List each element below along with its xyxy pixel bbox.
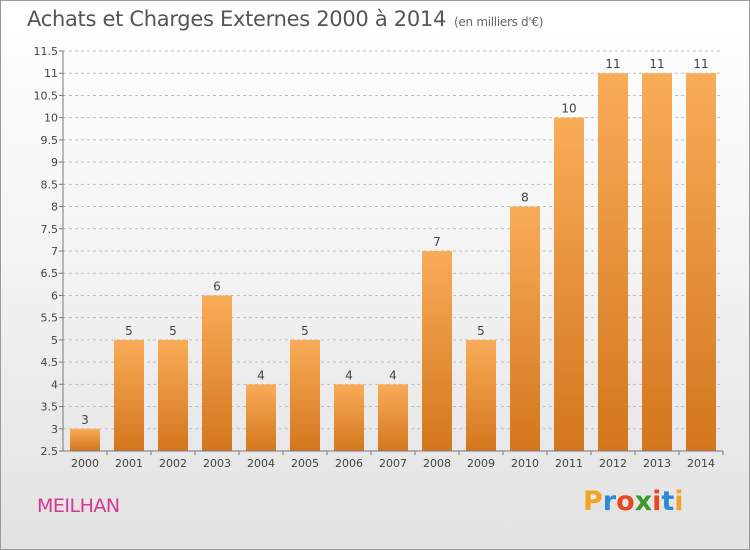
proxiti-logo[interactable]: Proxiti <box>583 486 684 517</box>
chart-title: Achats et Charges Externes 2000 à 2014 (e… <box>27 7 543 31</box>
bar-value-label: 4 <box>257 368 265 382</box>
bar <box>334 384 364 451</box>
bar <box>378 384 408 451</box>
y-tick-label: 3 <box>51 423 58 436</box>
logo-letter: t <box>661 486 675 517</box>
bar <box>510 206 540 451</box>
place-name: MEILHAN <box>37 495 120 517</box>
bar-value-label: 10 <box>561 102 576 116</box>
x-tick-label: 2002 <box>159 457 187 470</box>
x-tick-label: 2014 <box>687 457 715 470</box>
chart-unit: (en milliers d'€) <box>454 15 544 29</box>
bar <box>642 73 672 451</box>
y-tick-label: 2.5 <box>41 445 59 458</box>
bar <box>686 73 716 451</box>
logo-letter: i <box>652 486 662 517</box>
y-tick-label: 9 <box>51 156 58 169</box>
bar <box>158 339 188 451</box>
bar <box>246 384 276 451</box>
x-tick-label: 2003 <box>203 457 231 470</box>
y-tick-label: 7.5 <box>41 223 59 236</box>
bar-value-label: 5 <box>477 324 485 338</box>
y-tick-label: 3.5 <box>41 401 59 414</box>
y-tick-label: 8 <box>51 201 58 214</box>
x-tick-label: 2013 <box>643 457 671 470</box>
bar <box>466 339 496 451</box>
bar-value-label: 4 <box>345 368 353 382</box>
bar-value-label: 5 <box>169 324 177 338</box>
x-tick-label: 2004 <box>247 457 275 470</box>
y-tick-label: 7 <box>51 245 58 258</box>
y-tick-label: 10 <box>44 112 58 125</box>
bar-value-label: 8 <box>521 191 529 205</box>
y-tick-label: 5 <box>51 334 58 347</box>
bar <box>290 339 320 451</box>
bar-value-label: 11 <box>693 57 708 71</box>
y-tick-label: 8.5 <box>41 178 59 191</box>
x-tick-label: 2000 <box>71 457 99 470</box>
y-tick-label: 11 <box>44 67 58 80</box>
x-tick-label: 2012 <box>599 457 627 470</box>
y-tick-label: 5.5 <box>41 312 59 325</box>
bar-value-label: 11 <box>649 57 664 71</box>
y-tick-label: 6.5 <box>41 267 59 280</box>
bar <box>114 339 144 451</box>
y-tick-label: 11.5 <box>34 45 59 58</box>
logo-letter: o <box>616 486 635 517</box>
logo-letter: P <box>583 486 603 517</box>
data-labels: 3 5 5 6 4 5 4 4 7 5 8 10 11 11 11 <box>81 57 708 427</box>
logo-letter: r <box>602 486 617 517</box>
bar <box>70 428 100 451</box>
x-tick-label: 2011 <box>555 457 583 470</box>
bar <box>554 117 584 452</box>
bar-value-label: 4 <box>389 368 397 382</box>
bar-value-label: 5 <box>301 324 309 338</box>
bars <box>70 73 716 452</box>
logo-letter: i <box>674 486 684 517</box>
y-tick-label: 4 <box>51 378 58 391</box>
bar <box>422 251 452 451</box>
y-tick-label: 9.5 <box>41 134 59 147</box>
bar-value-label: 6 <box>213 279 221 293</box>
y-tick-label: 6 <box>51 289 58 302</box>
x-tick-label: 2007 <box>379 457 407 470</box>
x-tick-label: 2008 <box>423 457 451 470</box>
y-tick-label: 4.5 <box>41 356 59 369</box>
y-axis-ticks: 2.5 3 3.5 4 4.5 5 5.5 6 6.5 7 7.5 8 8.5 9 9.5 10 10.5 11 1… <box>34 45 723 458</box>
x-tick-label: 2005 <box>291 457 319 470</box>
x-axis-ticks: 2000 2001 2002 2003 2004 2005 2006 2007 2008 2009… <box>71 451 724 470</box>
y-tick-label: 10.5 <box>34 89 59 102</box>
x-tick-label: 2006 <box>335 457 363 470</box>
bar-value-label: 7 <box>433 235 441 249</box>
bar <box>598 73 628 451</box>
x-tick-label: 2009 <box>467 457 495 470</box>
chart-title-text: Achats et Charges Externes 2000 à 2014 <box>27 7 447 31</box>
x-tick-label: 2010 <box>511 457 539 470</box>
bar-value-label: 5 <box>125 324 133 338</box>
bar <box>202 295 232 451</box>
logo-letter: x <box>634 486 653 517</box>
bar-value-label: 3 <box>81 413 89 427</box>
x-tick-label: 2001 <box>115 457 143 470</box>
bar-value-label: 11 <box>605 57 620 71</box>
